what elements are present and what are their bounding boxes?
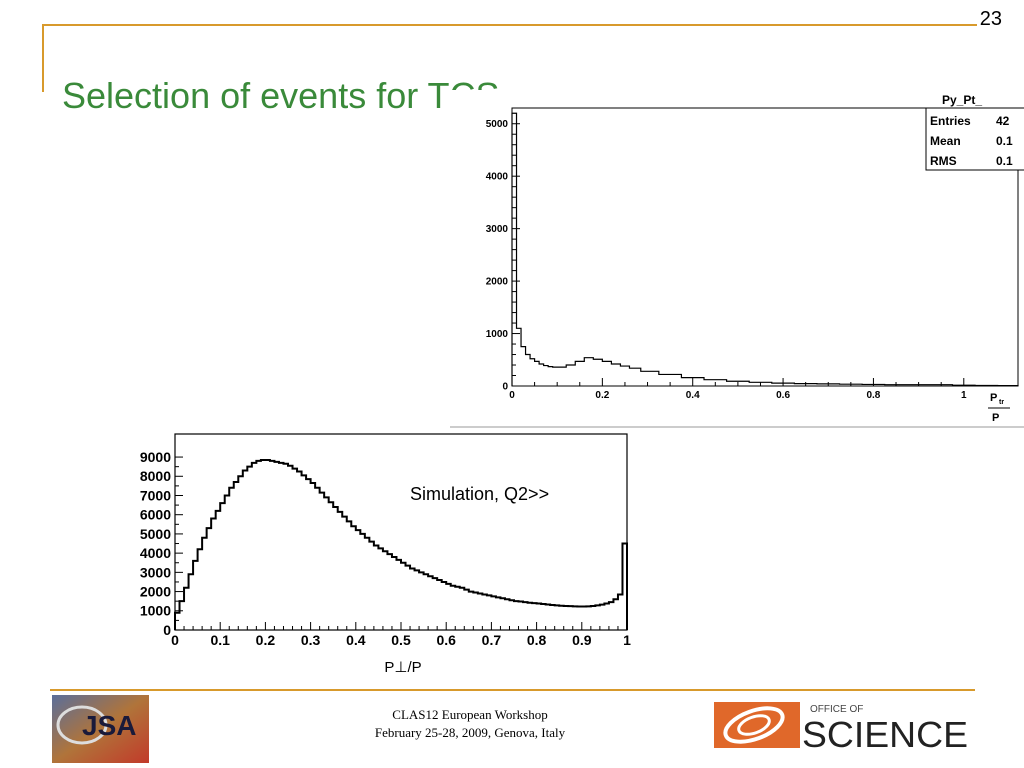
footer-rule (50, 689, 975, 691)
chart1-xlabel-subscript: tr (999, 399, 1004, 406)
chart1-x-axis-label: P tr P (988, 392, 1010, 424)
y-tick-label: 1000 (140, 603, 171, 619)
jsa-logo-text: JSA (82, 710, 136, 741)
x-tick-label: 0.6 (776, 390, 790, 401)
y-tick-label: 4000 (486, 172, 509, 183)
science-logo-small-text: OFFICE OF (810, 704, 863, 715)
y-tick-label: 1000 (486, 329, 509, 340)
stats-entries-label: Entries (930, 114, 971, 128)
stats-rms-value: 0.1 (996, 154, 1013, 168)
x-tick-label: 0.9 (572, 632, 592, 648)
y-tick-label: 4000 (140, 545, 171, 561)
footer-text: CLAS12 European Workshop February 25-28,… (320, 706, 620, 742)
footer-line-1: CLAS12 European Workshop (392, 707, 548, 722)
stats-box-frame (925, 107, 1024, 171)
bottom-histogram-chart: 0 0.1 0.2 0.3 0.4 0.5 0.6 0.7 0.8 0.9 101000200030… (140, 433, 631, 676)
y-tick-label: 2000 (486, 277, 509, 288)
chart2-annotation: Simulation, Q2>> (410, 484, 549, 504)
top-histogram-chart: 0 0.2 0.4 0.6 0.8 1 0 1000 2000 3000 4000 5000 Py_P… (450, 90, 1024, 428)
y-tick-label: 5000 (486, 119, 509, 130)
footer-line-2: February 25-28, 2009, Genova, Italy (374, 725, 566, 740)
top-rule (42, 24, 977, 26)
chart2-frame (174, 433, 628, 631)
x-tick-label: 1 (623, 632, 631, 648)
stats-mean-value: 0.1 (996, 134, 1013, 148)
x-tick-label: 0.8 (866, 390, 880, 401)
chart1-xlabel-numerator: P (990, 392, 997, 404)
y-tick-label: 2000 (140, 583, 171, 599)
x-tick-label: 0.3 (301, 632, 321, 648)
chart1-histogram-line (511, 112, 1019, 387)
chart2-axes: 0 0.1 0.2 0.3 0.4 0.5 0.6 0.7 0.8 0.9 101000200030… (140, 449, 631, 648)
x-tick-label: 0.4 (346, 632, 366, 648)
x-tick-label: 0.2 (256, 632, 276, 648)
y-tick-label: 0 (502, 382, 508, 393)
jsa-logo: JSA (52, 695, 149, 763)
x-tick-label: 0 (509, 390, 515, 401)
stats-rms-label: RMS (930, 154, 957, 168)
left-rule (42, 24, 44, 92)
y-tick-label: 6000 (140, 507, 171, 523)
x-tick-label: 0 (171, 632, 179, 648)
y-tick-label: 3000 (486, 224, 509, 235)
y-tick-label: 9000 (140, 449, 171, 465)
chart2-x-axis-label: P⊥/P (384, 659, 421, 676)
x-tick-label: 0.8 (527, 632, 547, 648)
y-tick-label: 0 (163, 622, 171, 638)
chart1-xlabel-denominator: P (992, 412, 999, 424)
science-logo-big-text: SCIENCE (802, 714, 968, 750)
y-tick-label: 7000 (140, 487, 171, 503)
stats-entries-value: 42 (996, 114, 1010, 128)
chart1-stats-box: Py_Pt_ Entries 42 Mean 0.1 RMS 0.1 (925, 93, 1024, 171)
science-logo-swirl (723, 706, 785, 744)
slide-title: Selection of events for TCS (62, 75, 500, 116)
x-tick-label: 0.2 (595, 390, 609, 401)
stats-mean-label: Mean (930, 134, 961, 148)
slide-number: 23 (979, 8, 1002, 30)
stats-box-title: Py_Pt_ (942, 93, 982, 107)
y-tick-label: 5000 (140, 526, 171, 542)
x-tick-label: 0.5 (391, 632, 411, 648)
science-logo-swirl-inner (737, 714, 771, 736)
office-of-science-logo: OFFICE OF SCIENCE (714, 702, 968, 750)
y-tick-label: 8000 (140, 468, 171, 484)
y-tick-label: 3000 (140, 564, 171, 580)
chart2-histogram-line (174, 458, 628, 630)
x-tick-label: 0.7 (482, 632, 502, 648)
x-tick-label: 1 (961, 390, 967, 401)
x-tick-label: 0.6 (436, 632, 456, 648)
x-tick-label: 0.1 (210, 632, 230, 648)
x-tick-label: 0.4 (686, 390, 700, 401)
